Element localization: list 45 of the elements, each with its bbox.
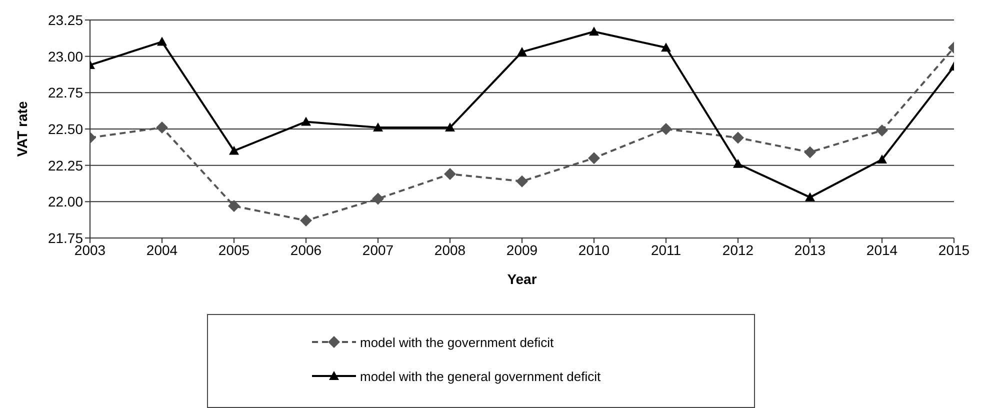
point (517, 46, 527, 56)
y-tick-label: 22.50 (48, 120, 84, 137)
y-tick-label: 21.75 (48, 230, 84, 246)
x-tick-label: 2006 (290, 242, 322, 258)
y-tick-label: 22.25 (48, 157, 84, 174)
point (373, 122, 383, 132)
x-tick-label: 2007 (362, 242, 394, 258)
point (229, 146, 239, 155)
point (805, 192, 815, 202)
x-axis-title: Year (507, 271, 538, 287)
point (156, 122, 168, 134)
x-tick-label: 2011 (650, 242, 682, 258)
point (804, 146, 816, 158)
point (733, 158, 743, 168)
x-tick-label: 2013 (794, 242, 826, 258)
point (228, 200, 240, 212)
point (516, 175, 528, 188)
point (876, 124, 888, 136)
legend-label: model with the general government deficit (360, 368, 601, 384)
x-tick-label: 2015 (938, 242, 970, 258)
point (661, 42, 671, 52)
point (372, 192, 384, 205)
y-tick-label: 22.75 (48, 84, 84, 101)
x-tick-label: 2005 (218, 242, 250, 258)
point (589, 26, 599, 36)
y-tick-label: 22.00 (48, 194, 84, 210)
x-tick-label: 2008 (434, 242, 466, 258)
point (300, 214, 312, 227)
x-tick-label: 2009 (506, 242, 538, 258)
x-tick-label: 2010 (578, 242, 610, 258)
y-tick-label: 23.00 (48, 48, 84, 64)
x-tick-label: 2012 (722, 242, 754, 258)
x-tick-label: 2014 (866, 242, 898, 258)
point (444, 168, 456, 180)
legend-label: model with the government deficit (360, 334, 554, 350)
point (301, 116, 311, 126)
y-tick-label: 23.25 (48, 12, 84, 28)
point (157, 36, 167, 46)
y-axis-title: VAT rate (14, 101, 30, 157)
x-tick-label: 2004 (146, 242, 178, 258)
point (732, 132, 744, 144)
point (877, 154, 887, 164)
point (588, 152, 600, 164)
point (445, 122, 455, 132)
point (660, 123, 672, 135)
